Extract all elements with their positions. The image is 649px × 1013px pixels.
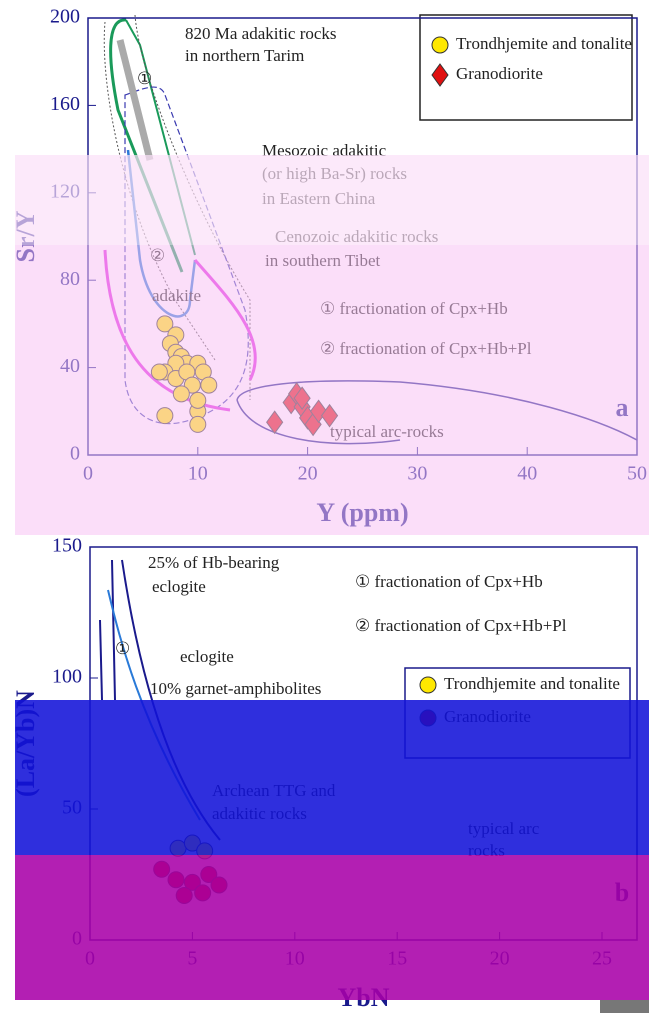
overlay: [15, 855, 649, 1000]
annotation: ① fractionation of Cpx+Hb: [355, 572, 543, 591]
annotation: 25% of Hb-bearing: [148, 553, 280, 572]
overlay: [600, 1000, 649, 1013]
y-tick-label: 150: [52, 535, 82, 557]
annotation: eclogite: [152, 577, 206, 596]
legend-marker: [431, 36, 449, 54]
overlay: [15, 155, 649, 245]
y-tick-label: 100: [52, 666, 82, 688]
annotation: 820 Ma adakitic rocks: [185, 24, 337, 43]
legend-label: Trondhjemite and tonalite: [456, 34, 632, 53]
legend-label: Trondhjemite and tonalite: [444, 674, 620, 693]
legend-marker: [431, 63, 449, 87]
annotation: eclogite: [180, 647, 234, 666]
legend-label: Granodiorite: [456, 64, 543, 83]
annotation: ①: [137, 69, 152, 88]
legend-marker: [419, 676, 437, 694]
overlay: [15, 700, 649, 855]
annotation: ② fractionation of Cpx+Hb+Pl: [355, 616, 567, 635]
annotation: ①: [115, 639, 130, 658]
overlay: [15, 245, 649, 535]
y-tick-label: 160: [50, 93, 80, 115]
y-tick-label: 200: [50, 6, 80, 28]
annotation: 10% garnet-amphibolites: [150, 679, 321, 698]
annotation: in northern Tarim: [185, 46, 304, 65]
